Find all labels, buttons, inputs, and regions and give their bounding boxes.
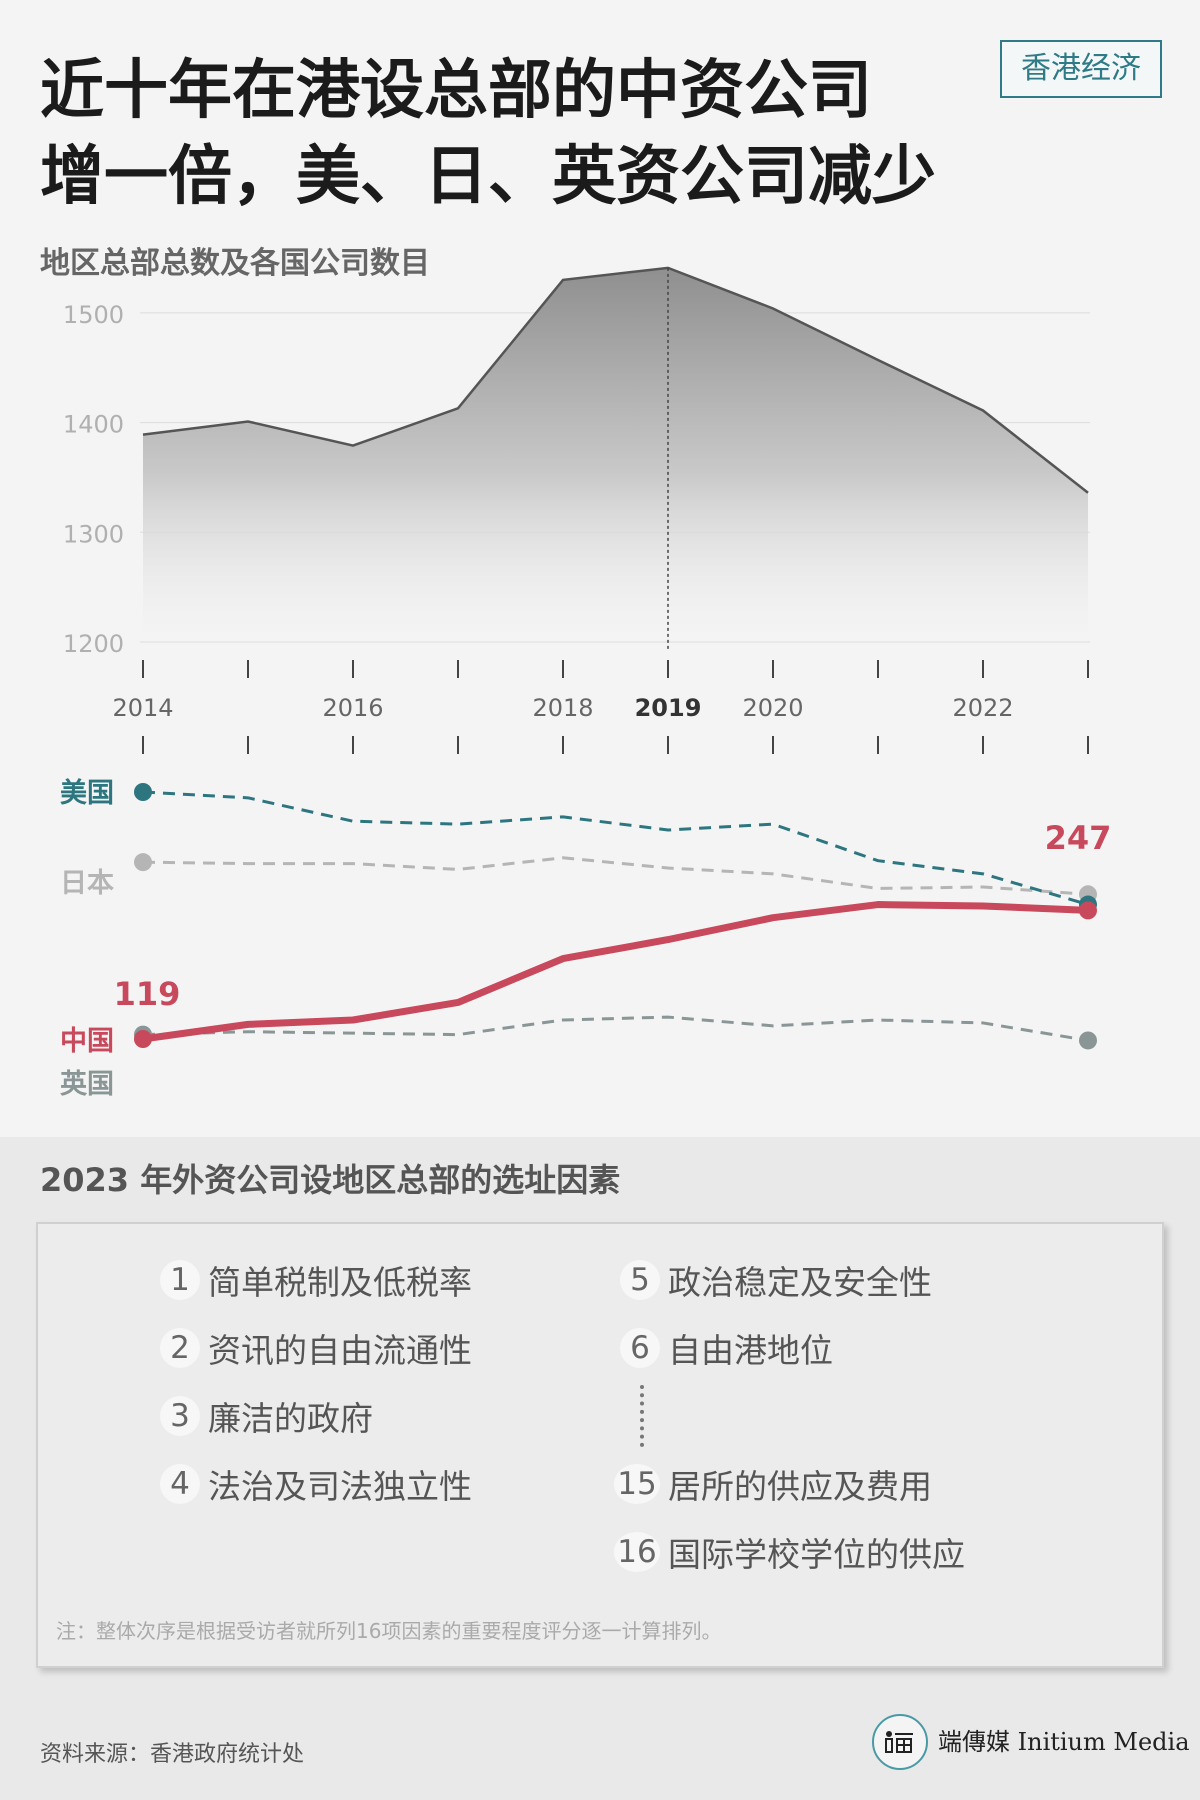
x-tick-label: 2016	[322, 694, 383, 722]
series-label: 中国	[60, 1026, 114, 1057]
factor-label: 政治稳定及安全性	[668, 1263, 932, 1302]
series-start-point	[134, 783, 152, 801]
factor-rank-badge: 6	[620, 1328, 660, 1368]
page-title: 近十年在港设总部的中资公司 增一倍，美、日、英资公司减少	[40, 48, 970, 220]
factor-label: 居所的供应及费用	[668, 1467, 932, 1506]
data-label-start: 119	[114, 975, 181, 1013]
factor-rank-badge: 15	[614, 1464, 660, 1504]
y-tick-label: 1400	[63, 411, 124, 439]
series-end-point	[1079, 1031, 1097, 1050]
data-label-end: 247	[1045, 819, 1112, 857]
title-line-1: 近十年在港设总部的中资公司	[40, 54, 872, 128]
series-label: 美国	[60, 777, 114, 809]
brand-name: 端傳媒 Initium Media	[938, 1728, 1190, 1756]
factor-rank-badge: 1	[160, 1260, 200, 1300]
series-start-point	[134, 1030, 152, 1048]
title-line-2: 增一倍，美、日、英资公司减少	[40, 140, 936, 214]
series-start-point	[134, 853, 152, 872]
factor-item: 4 法治及司法独立性	[160, 1456, 472, 1512]
category-tag[interactable]: 香港经济	[1000, 40, 1162, 98]
factors-title: 2023 年外资公司设地区总部的选址因素	[40, 1161, 621, 1199]
factor-item: 3 廉洁的政府	[160, 1388, 373, 1444]
initium-logo-icon	[872, 1714, 928, 1770]
series-line-日本	[142, 856, 1089, 896]
factor-label: 国际学校学位的供应	[668, 1535, 965, 1574]
factor-item: 5 政治稳定及安全性	[620, 1252, 932, 1308]
factor-rank-badge: 2	[160, 1328, 200, 1368]
factor-item: 2 资讯的自由流通性	[160, 1320, 472, 1376]
factor-item: 15 居所的供应及费用	[614, 1456, 932, 1512]
factor-label: 自由港地位	[668, 1331, 833, 1370]
x-tick-label: 2018	[532, 694, 593, 722]
ellipsis-dots	[640, 1385, 648, 1447]
factor-label: 资讯的自由流通性	[208, 1331, 472, 1370]
x-tick-label: 2022	[952, 694, 1013, 722]
factor-label: 廉洁的政府	[208, 1399, 373, 1438]
series-label: 日本	[60, 868, 114, 899]
factor-item: 16 国际学校学位的供应	[614, 1524, 965, 1580]
area-line	[142, 266, 1089, 494]
footnote: 注：整体次序是根据受访者就所列16项因素的重要程度评分逐一计算排列。	[56, 1619, 722, 1643]
y-tick-label: 1300	[63, 520, 124, 548]
factors-box	[36, 1222, 1164, 1668]
y-tick-label: 1200	[63, 630, 124, 658]
x-tick-label: 2019	[635, 694, 702, 722]
factor-item: 6 自由港地位	[620, 1320, 833, 1376]
chart-subtitle: 地区总部总数及各国公司数目	[40, 246, 430, 281]
series-end-point	[1079, 901, 1097, 920]
x-tick-label: 2020	[742, 694, 803, 722]
factor-rank-badge: 4	[160, 1464, 200, 1504]
factor-rank-badge: 3	[160, 1396, 200, 1436]
factor-label: 简单税制及低税率	[208, 1263, 472, 1302]
series-label: 英国	[60, 1069, 114, 1100]
series-line-中国	[142, 901, 1089, 1043]
area-fill	[143, 267, 1088, 642]
factor-item: 1 简单税制及低税率	[160, 1252, 472, 1308]
factor-rank-badge: 5	[620, 1260, 660, 1300]
series-line-英国	[142, 1015, 1089, 1042]
source-credit: 资料来源：香港政府统计处	[40, 1742, 305, 1767]
factor-label: 法治及司法独立性	[208, 1467, 472, 1506]
headquarters-chart: 1200 1300 1400 1500 2014 2016 2018 2019 2020 2022…	[60, 266, 1112, 1100]
factor-rank-badge: 16	[614, 1532, 660, 1572]
y-tick-label: 1500	[63, 301, 124, 329]
x-tick-label: 2014	[112, 694, 173, 722]
